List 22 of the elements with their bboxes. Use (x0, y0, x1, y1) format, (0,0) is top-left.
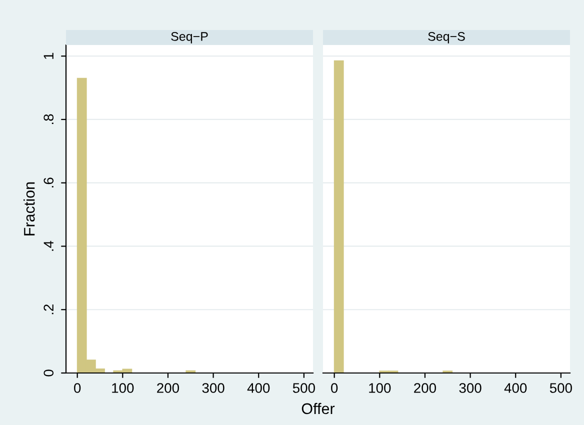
x-tick-label: 200 (414, 383, 436, 393)
x-tick-label: 0 (331, 383, 338, 393)
x-tick-label: 100 (369, 383, 391, 393)
y-axis-title: Fraction (24, 182, 35, 236)
x-tick-label: 400 (504, 383, 527, 393)
x-tick-label: 500 (550, 383, 572, 393)
y-tick-label: .2 (44, 304, 54, 314)
x-tick-label: 400 (247, 383, 270, 393)
x-tick-label: 500 (292, 383, 315, 393)
y-tick-label: 1 (44, 52, 54, 59)
x-tick-label: 0 (74, 383, 81, 393)
y-tick-label: .6 (44, 178, 54, 188)
chart-title: Seq−P (171, 32, 208, 44)
y-tick-label: .8 (44, 114, 54, 124)
x-tick-label: 200 (157, 383, 180, 393)
chart-title: Seq−S (428, 32, 465, 44)
x-tick-label: 300 (459, 383, 482, 393)
x-tick-label: 100 (112, 383, 134, 393)
x-tick-label: 300 (202, 383, 224, 393)
y-tick-label: .4 (44, 240, 54, 251)
x-axis-title: Offer (302, 402, 335, 414)
y-tick-label: 0 (44, 370, 54, 376)
